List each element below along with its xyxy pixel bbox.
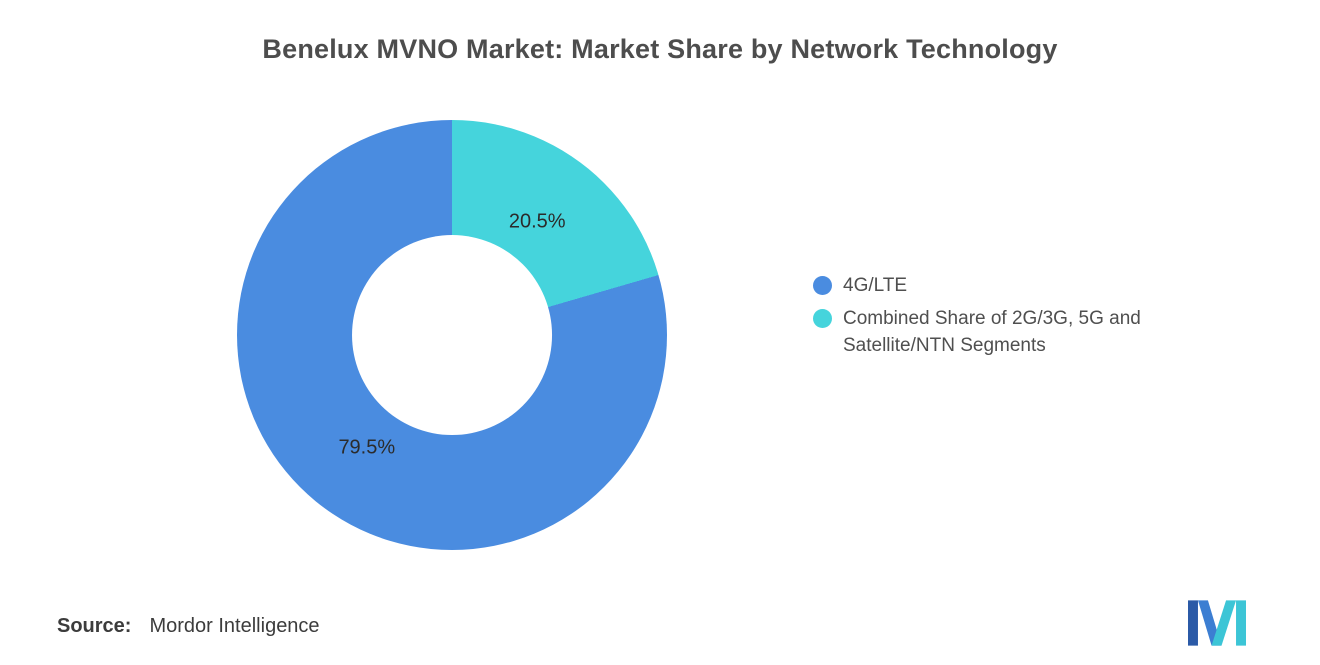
slice-label: 79.5% (338, 436, 396, 459)
donut-hole (352, 235, 552, 435)
legend-item: 4G/LTE (813, 272, 1211, 299)
mordor-intelligence-logo (1188, 598, 1246, 648)
chart-title: Benelux MVNO Market: Market Share by Net… (262, 34, 1058, 64)
legend-dot (813, 276, 832, 295)
mordor-intelligence-logo-mark (1188, 600, 1246, 646)
legend-item: Combined Share of 2G/3G, 5G and Satellit… (813, 305, 1211, 359)
source-label: Source: (57, 615, 132, 637)
source: Source: Mordor Intelligence (57, 615, 320, 638)
source-value: Mordor Intelligence (149, 615, 320, 637)
legend: 4G/LTE Combined Share of 2G/3G, 5G and S… (813, 272, 1211, 359)
legend-label: Combined Share of 2G/3G, 5G and Satellit… (843, 308, 1141, 356)
legend-dot (813, 309, 832, 328)
slice-label: 20.5% (508, 210, 566, 233)
legend-label: 4G/LTE (843, 275, 908, 296)
donut-chart: 79.5% 20.5% (237, 120, 667, 550)
